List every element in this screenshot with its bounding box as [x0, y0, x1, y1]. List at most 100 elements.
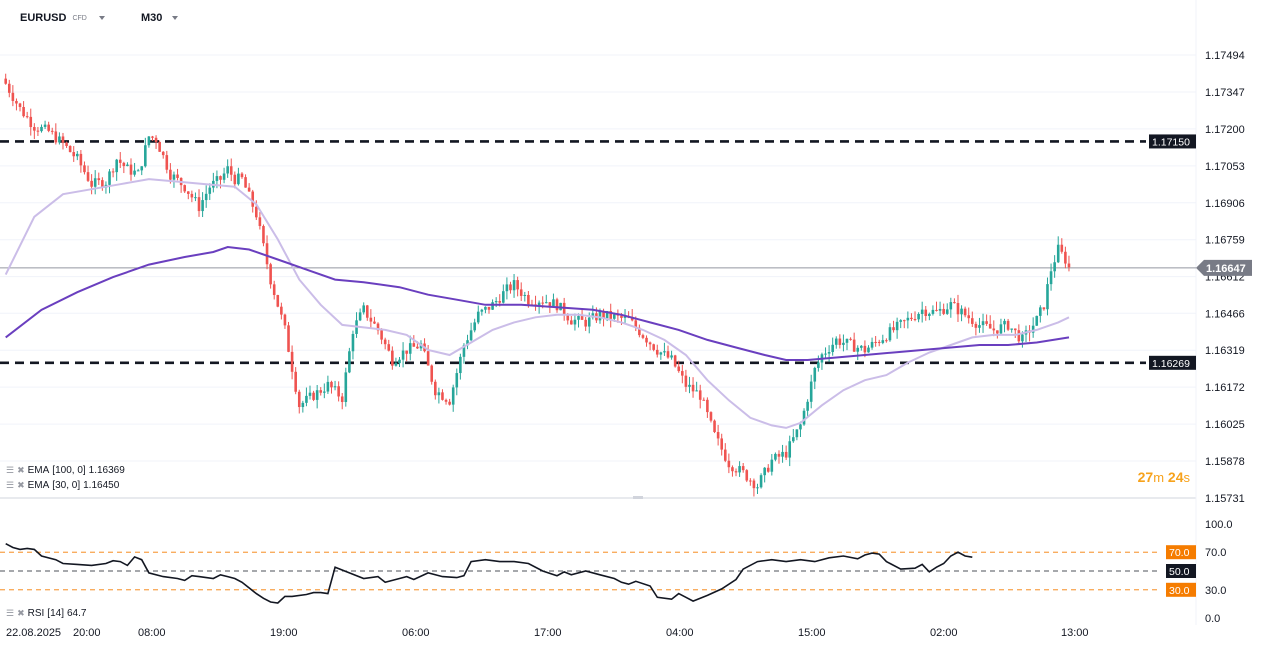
candle-body: [988, 323, 992, 329]
close-icon[interactable]: ✖: [17, 480, 25, 490]
candle: [340, 393, 344, 410]
candle-body: [287, 325, 290, 352]
candle: [1031, 317, 1035, 338]
candle: [838, 334, 842, 349]
candle: [43, 120, 47, 129]
candle-body: [713, 420, 716, 433]
candle: [684, 369, 688, 392]
candle: [688, 376, 691, 394]
candle: [29, 108, 33, 136]
candle: [917, 312, 920, 323]
candle-body: [584, 319, 587, 327]
candle: [208, 183, 212, 201]
candle-body: [434, 381, 437, 396]
candle: [101, 177, 104, 191]
candle-body: [401, 350, 405, 360]
menu-icon[interactable]: ☰: [6, 608, 15, 618]
candle-body: [602, 311, 605, 319]
candle: [967, 307, 971, 324]
candle: [645, 335, 648, 347]
candle-body: [215, 176, 219, 181]
legend-rsi[interactable]: ☰ ✖ RSI [14] 64.7: [6, 608, 86, 619]
candle-body: [40, 126, 43, 132]
timer-seconds: 24: [1167, 469, 1184, 485]
candle-body: [541, 302, 544, 304]
candle: [312, 390, 315, 402]
candle-body: [655, 349, 659, 355]
candle-body: [906, 317, 910, 321]
rsi-level-badge: [1166, 564, 1196, 578]
menu-icon[interactable]: ☰: [6, 465, 15, 475]
candle-body: [466, 340, 469, 346]
candle-body: [430, 365, 434, 382]
candle: [126, 162, 129, 167]
candle: [86, 165, 90, 183]
close-icon[interactable]: ✖: [17, 608, 25, 618]
candle: [434, 379, 437, 400]
pane-resize-handle[interactable]: [633, 496, 643, 499]
candle: [333, 380, 337, 391]
time-tick-label: 04:00: [666, 627, 694, 639]
ema100-value: 1.16369: [88, 465, 125, 476]
candle: [673, 354, 677, 368]
candle: [262, 224, 265, 247]
candle-body: [902, 320, 906, 322]
candle: [774, 452, 777, 462]
candle: [1039, 305, 1042, 323]
candle-body: [158, 141, 161, 152]
candle-body: [83, 165, 86, 173]
candle-body: [326, 381, 330, 392]
candle-body: [7, 83, 11, 93]
candle-body: [33, 127, 36, 131]
candle: [813, 366, 817, 390]
candle: [985, 314, 988, 326]
candle: [505, 277, 509, 300]
candle: [22, 101, 25, 118]
candle-body: [437, 392, 441, 396]
candle: [294, 367, 297, 395]
candle-body: [176, 174, 179, 178]
ema30-line: [4, 178, 1070, 429]
candle: [122, 161, 126, 174]
candle-body: [312, 392, 315, 400]
candle: [845, 338, 849, 351]
legend-ema100[interactable]: ☰ ✖ EMA [100, 0] 1.16369: [6, 465, 125, 476]
candle: [899, 319, 902, 329]
candle: [305, 387, 308, 407]
candle: [383, 337, 387, 350]
candle: [484, 306, 487, 314]
candle-body: [50, 130, 54, 132]
legend-ema30[interactable]: ☰ ✖ EMA [30, 0] 1.16450: [6, 480, 119, 491]
price-tick-label: 1.16759: [1205, 235, 1245, 247]
candle-body: [677, 366, 681, 372]
menu-icon[interactable]: ☰: [6, 480, 15, 490]
candle: [480, 308, 484, 316]
rsi-tick-label: 100.0: [1205, 519, 1233, 531]
candle: [1046, 277, 1049, 316]
symbol-selector[interactable]: EURUSD CFD: [20, 12, 105, 24]
candle-body: [716, 432, 720, 439]
candle-body: [151, 136, 154, 138]
candle: [466, 334, 469, 350]
candle-body: [1064, 251, 1067, 264]
candle: [15, 98, 18, 111]
candle: [129, 158, 133, 181]
candle-body: [949, 302, 953, 310]
candle-body: [161, 151, 165, 156]
candle-body: [444, 399, 448, 402]
close-icon[interactable]: ✖: [17, 465, 25, 475]
candle-body: [752, 480, 756, 489]
candle: [992, 320, 996, 337]
timeframe-selector[interactable]: M30: [141, 12, 179, 24]
candle: [473, 318, 476, 333]
candle-body: [36, 130, 40, 132]
ema30-params: [30, 0]: [52, 480, 81, 491]
candle: [784, 445, 788, 460]
candle: [244, 174, 247, 188]
candle: [763, 467, 766, 483]
candle-body: [681, 371, 684, 376]
candle-body: [960, 308, 963, 315]
candle: [963, 306, 967, 318]
candle-body: [190, 193, 194, 198]
